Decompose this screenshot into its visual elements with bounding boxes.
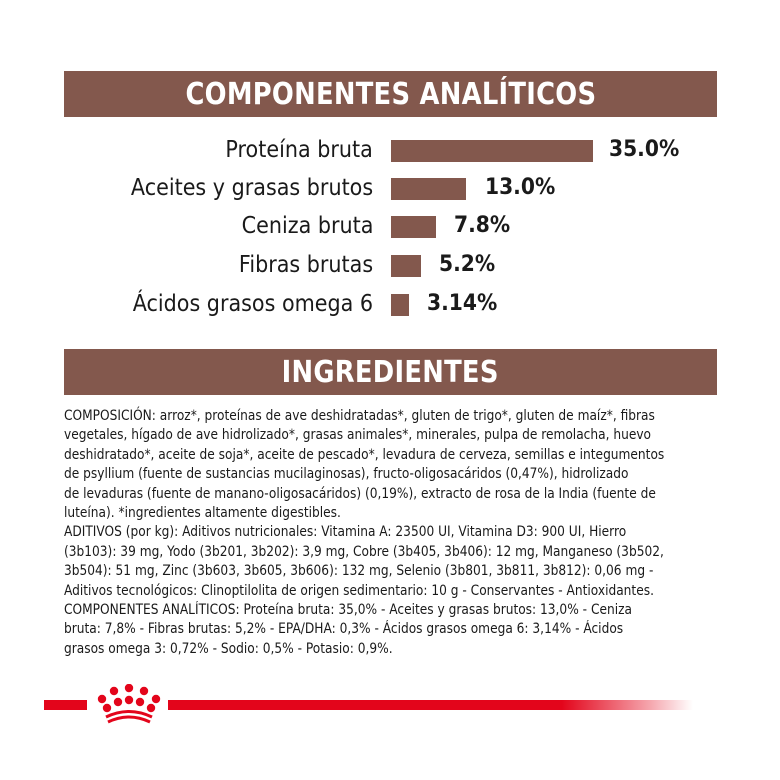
row-value: 3.14% <box>427 291 498 316</box>
ingredients-line: grasos omega 3: 0,72% - Sodio: 0,5% - Po… <box>64 640 393 657</box>
chart-row-fibre: Fibras brutas 5.2% <box>0 252 780 279</box>
row-bar <box>391 178 466 200</box>
ingredients-title: INGREDIENTES <box>281 354 499 390</box>
row-bar <box>391 140 593 162</box>
analytics-title: COMPONENTES ANALÍTICOS <box>185 76 596 112</box>
footer-red-line-right <box>168 700 693 710</box>
ingredients-line: de psyllium (fuente de sustancias mucila… <box>64 466 629 483</box>
ingredients-line: deshidratado*, aceite de soja*, aceite d… <box>64 446 665 463</box>
row-label: Ácidos grasos omega 6 <box>132 291 373 317</box>
chart-row-ash: Ceniza bruta 7.8% <box>0 213 780 240</box>
footer-red-line-left <box>44 700 87 710</box>
ingredients-header-bar: INGREDIENTES <box>64 349 717 395</box>
ingredients-line: vegetales, hígado de ave hidrolizado*, g… <box>64 427 652 444</box>
row-label: Proteína bruta <box>225 137 373 163</box>
ingredients-line: Aditivos tecnológicos: Clinoptilolita de… <box>64 582 654 599</box>
row-label: Ceniza bruta <box>241 213 373 239</box>
row-bar <box>391 255 421 277</box>
row-value: 35.0% <box>609 137 680 162</box>
ingredients-line: COMPOSICIÓN: arroz*, proteínas de ave de… <box>64 408 655 424</box>
row-value: 5.2% <box>439 252 496 277</box>
ingredients-line: 3b504): 51 mg, Zinc (3b603, 3b605, 3b606… <box>64 563 654 580</box>
ingredients-line: bruta: 7,8% - Fibras brutas: 5,2% - EPA/… <box>64 621 624 638</box>
ingredients-line: luteína). *ingredientes altamente digest… <box>64 505 341 522</box>
ingredients-line: COMPONENTES ANALÍTICOS: Proteína bruta: … <box>64 602 632 619</box>
row-value: 7.8% <box>454 213 511 238</box>
chart-row-omega6: Ácidos grasos omega 6 3.14% <box>0 291 780 318</box>
chart-row-protein: Proteína bruta 35.0% <box>0 137 780 164</box>
ingredients-line: (3b103): 39 mg, Yodo (3b201, 3b202): 3,9… <box>64 543 664 560</box>
royal-canin-crown-icon <box>97 684 161 724</box>
row-label: Fibras brutas <box>238 252 373 278</box>
row-bar <box>391 216 436 238</box>
row-value: 13.0% <box>485 175 556 200</box>
row-label: Aceites y grasas brutos <box>130 175 373 201</box>
chart-row-fat: Aceites y grasas brutos 13.0% <box>0 175 780 202</box>
ingredients-line: de levaduras (fuente de manano-oligosacá… <box>64 485 656 502</box>
ingredients-text: COMPOSICIÓN: arroz*, proteínas de ave de… <box>64 407 780 659</box>
row-bar <box>391 294 409 316</box>
analytics-header-bar: COMPONENTES ANALÍTICOS <box>64 71 717 117</box>
ingredients-line: ADITIVOS (por kg): Aditivos nutricionale… <box>64 524 627 541</box>
